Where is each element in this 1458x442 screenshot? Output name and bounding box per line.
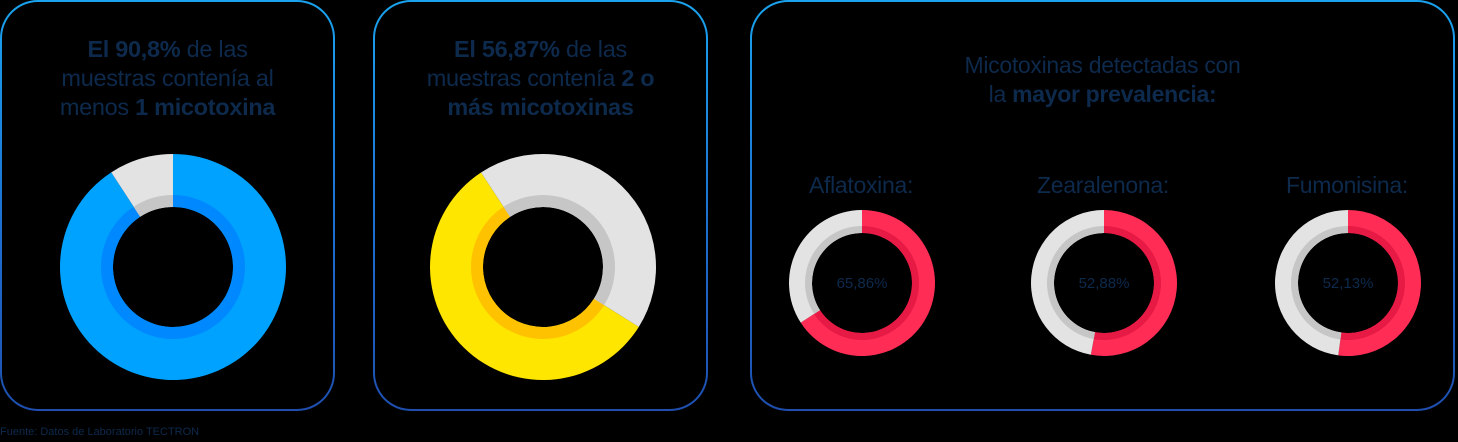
title-highlight: mayor prevalencia: (1012, 81, 1217, 107)
title-text: la (988, 81, 1013, 107)
title-text: muestras contenía al (61, 65, 274, 91)
title-text: muestras contenía (426, 65, 622, 91)
donut-chart-one-mycotoxin (60, 154, 286, 380)
remainder-segment-inner-band (503, 195, 615, 306)
panel-two-plus-mycotoxins: El 56,87% de las muestras contenía 2 o m… (373, 0, 708, 411)
remainder-segment-inner-band (1291, 226, 1348, 340)
zearalenona-value: 52,88% (1078, 275, 1130, 292)
value-segment (430, 172, 639, 380)
title-highlight: más micotoxinas (447, 94, 634, 120)
remainder-segment (481, 153, 656, 327)
remainder-segment (1031, 210, 1104, 355)
title-highlight: 2 o (621, 65, 655, 91)
donut-chart-two-plus-mycotoxins (430, 153, 656, 380)
remainder-segment-inner-band (133, 195, 173, 217)
title-highlight: 1 micotoxina (135, 94, 276, 120)
value-segment (1338, 210, 1421, 356)
fumonisina-value: 52,13% (1322, 275, 1374, 292)
donut-chart-zearalenona (1031, 210, 1178, 356)
remainder-segment-inner-band (805, 226, 862, 314)
panel-one-mycotoxin: El 90,8% de las muestras contenía al men… (0, 0, 335, 411)
panel-highest-prevalence: Micotoxinas detectadas con la mayor prev… (750, 0, 1455, 411)
panel-title: El 56,87% de las muestras contenía 2 o m… (375, 35, 706, 122)
title-highlight: El 56,87% (454, 36, 560, 62)
zearalenona-label: Zearalenona: (1037, 172, 1169, 198)
title-text: menos (59, 94, 136, 120)
aflatoxina-value: 65,86% (836, 275, 888, 292)
title-text: de las (180, 36, 248, 62)
remainder-segment (789, 210, 862, 323)
donut-chart-aflatoxina (789, 210, 935, 356)
source-note: Fuente: Datos de Laboratorio TECTRON (0, 426, 200, 438)
value-segment-inner-band (100, 195, 246, 339)
panel-title: Micotoxinas detectadas con la mayor prev… (752, 51, 1453, 109)
title-text: de las (559, 36, 627, 62)
value-segment (60, 154, 286, 380)
remainder-segment-inner-band (1047, 226, 1104, 340)
title-highlight: El 90,8% (87, 36, 181, 62)
aflatoxina-label: Aflatoxina: (808, 172, 914, 198)
value-segment (1090, 210, 1178, 356)
donut-chart-fumonisina (1274, 210, 1421, 356)
remainder-segment (1274, 210, 1348, 356)
title-text: Micotoxinas detectadas con (964, 52, 1241, 78)
panel-title: El 90,8% de las muestras contenía al men… (2, 35, 333, 122)
fumonisina-label: Fumonisina: (1286, 172, 1408, 198)
